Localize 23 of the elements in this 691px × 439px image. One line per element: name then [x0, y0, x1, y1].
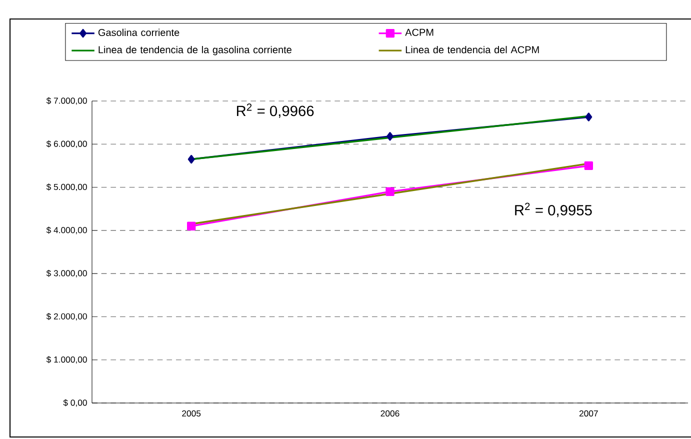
annotation: R$^{2}$ = 0,9955: [515, 202, 592, 218]
point: [386, 187, 394, 196]
point: [585, 112, 592, 122]
annotation: R$^{2}$ = 0,9966: [236, 104, 314, 118]
legend-label: ACPM: [405, 28, 434, 36]
y-tick-label: $ 5.000,00: [46, 184, 87, 192]
point: [188, 154, 195, 164]
y-tick-label: $ 7.000,00: [46, 97, 87, 105]
legend-label: Linea de tendencia de la gasolina corriente: [98, 46, 292, 56]
x-tick-label: 2006: [380, 410, 400, 417]
y-tick-label: $ 1.000,00: [46, 356, 87, 364]
point: [186, 222, 196, 230]
point: [584, 161, 594, 170]
x-tick-label: 2005: [182, 410, 201, 417]
y-tick-label: $ 3.000,00: [46, 270, 87, 278]
legend-label: Gasolina corriente: [98, 28, 180, 36]
point: [386, 132, 394, 141]
y-tick-label: $ 2.000,00: [46, 312, 87, 320]
y-tick-label: $ 4.000,00: [46, 226, 87, 234]
legend-label: Linea de tendencia del ACPM: [406, 46, 539, 54]
y-tick-label: $ 0,00: [63, 399, 87, 407]
x-tick-label: 2007: [579, 410, 598, 417]
y-tick-label: $ 6.000,00: [46, 140, 87, 148]
